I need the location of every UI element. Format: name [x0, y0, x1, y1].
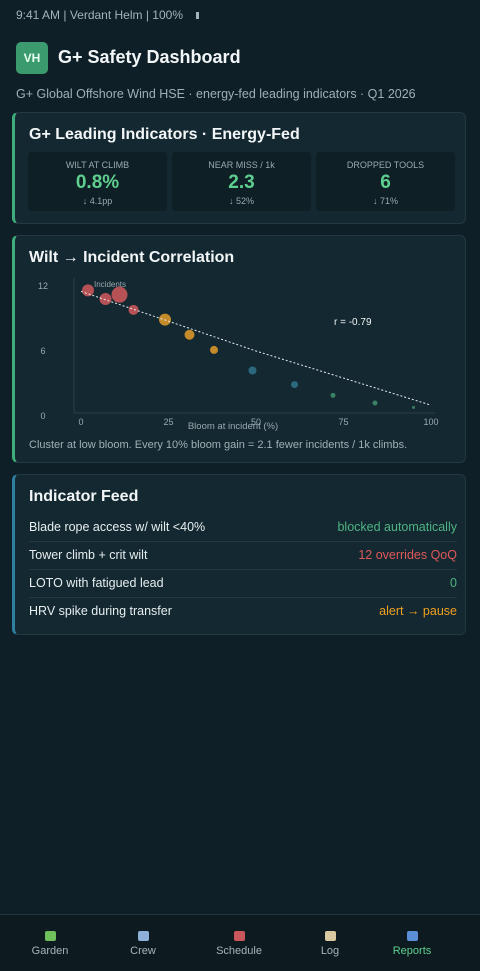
- subtitle: G+ Global Offshore Wind HSE · energy-fed…: [16, 87, 416, 101]
- kpi-delta: ↓ 4.1pp: [82, 196, 113, 206]
- card-title: G+ Leading Indicators · Energy-Fed: [29, 126, 300, 143]
- kpi-tile: DROPPED TOOLS 6 ↓ 71%: [316, 152, 455, 211]
- nav-label: Garden: [31, 945, 69, 957]
- status-text: 9:41 AM | Verdant Helm | 100%: [16, 8, 183, 22]
- nav-icon: [324, 931, 336, 941]
- feed-label: Blade rope access w/ wilt <40%: [29, 520, 206, 534]
- nav-label: Schedule: [216, 945, 262, 957]
- scatter-point: [99, 293, 112, 305]
- scatter-point: [248, 366, 257, 375]
- feed-label: HRV spike during transfer: [29, 604, 172, 618]
- scatter-point: [330, 392, 336, 398]
- chart-caption: Cluster at low bloom. Every 10% bloom ga…: [29, 439, 408, 451]
- nav-icon: [406, 931, 418, 941]
- nav-label: Crew: [130, 945, 156, 957]
- scatter-point: [291, 381, 298, 389]
- kpi-label: WILT AT CLIMB: [65, 160, 130, 170]
- feed-row: Tower climb + crit wilt 12 overrides QoQ: [29, 541, 457, 570]
- scatter-point: [412, 405, 415, 409]
- scatter-point: [128, 304, 139, 315]
- nav-label: Reports: [392, 945, 432, 957]
- feed-status: 0: [450, 576, 457, 590]
- scatter-point: [210, 345, 218, 354]
- battery-icon: [196, 12, 199, 19]
- kpi-label: NEAR MISS / 1k: [208, 160, 275, 170]
- kpi-delta: ↓ 71%: [372, 196, 398, 206]
- feed-status: 12 overrides QoQ: [358, 548, 457, 562]
- feed-label: LOTO with fatigued lead: [29, 576, 164, 590]
- kpi-tile: WILT AT CLIMB 0.8% ↓ 4.1pp: [28, 152, 167, 211]
- nav-item[interactable]: Garden: [2, 915, 98, 957]
- kpi-tile: NEAR MISS / 1k 2.3 ↓ 52%: [172, 152, 311, 211]
- y-tick-label: 0: [40, 411, 45, 421]
- feed-row: HRV spike during transfer alert → pause: [29, 597, 457, 625]
- y-axis-label: Incidents: [94, 280, 126, 289]
- page-title: G+ Safety Dashboard: [58, 47, 241, 67]
- scatter-point: [184, 329, 195, 340]
- y-tick-label: 12: [38, 281, 48, 291]
- nav-item[interactable]: Log: [282, 915, 378, 957]
- kpi-value: 6: [380, 172, 391, 193]
- feed-row: LOTO with fatigued lead 0: [29, 569, 457, 598]
- card-title: Indicator Feed: [29, 488, 139, 505]
- nav-icon: [137, 931, 149, 941]
- nav-item[interactable]: Crew: [95, 915, 191, 957]
- feed-label: Tower climb + crit wilt: [29, 548, 148, 562]
- feed-row: Blade rope access w/ wilt <40% blocked au…: [29, 513, 457, 542]
- feed-status: blocked automatically: [337, 520, 457, 534]
- correlation-card: Wilt → Incident Correlation 0 6 12 0 25 50 75 1…: [12, 235, 466, 463]
- trend-line: [80, 290, 432, 406]
- kpi-label: DROPPED TOOLS: [346, 160, 425, 170]
- kpi-value: 2.3: [228, 172, 255, 193]
- card-title: Wilt → Incident Correlation: [29, 249, 235, 266]
- nav-icon: [44, 931, 56, 941]
- scatter-point: [372, 400, 378, 406]
- avatar[interactable]: VH: [16, 42, 48, 74]
- kpi-delta: ↓ 52%: [228, 196, 254, 206]
- nav-item[interactable]: Reports: [364, 915, 460, 957]
- x-tick-label: 0: [78, 417, 83, 427]
- x-tick-label: 100: [423, 417, 438, 427]
- nav-item[interactable]: Schedule: [191, 915, 287, 957]
- x-axis-label: Bloom at incident (%): [188, 421, 278, 432]
- annotation: r = -0.79: [334, 317, 372, 328]
- scatter-point: [111, 286, 128, 303]
- nav-label: Log: [320, 945, 340, 957]
- x-tick-label: 25: [163, 417, 173, 427]
- indicators-card: G+ Leading Indicators · Energy-Fed WILT …: [12, 112, 466, 224]
- scatter-point: [82, 284, 94, 297]
- nav-icon: [233, 931, 245, 941]
- kpi-value: 0.8%: [75, 172, 120, 193]
- y-tick-label: 6: [40, 346, 45, 356]
- x-tick-label: 75: [338, 417, 348, 427]
- x-tick-label: 50: [251, 417, 261, 427]
- bottom-nav: Garden Crew Schedule Log Reports: [0, 914, 480, 971]
- scatter-chart: 0 6 12 0 25 50 75 100 Incidents Bloom at incident…: [38, 278, 439, 432]
- feed-status: alert → pause: [379, 604, 457, 618]
- feed-card: Indicator Feed Blade rope access w/ wilt…: [12, 474, 466, 635]
